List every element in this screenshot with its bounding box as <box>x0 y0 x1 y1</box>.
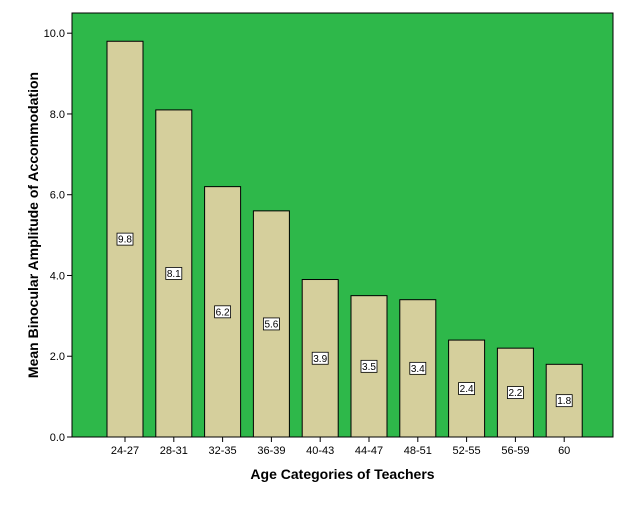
y-tick-label: 10.0 <box>44 28 65 40</box>
y-tick-label: 6.0 <box>50 190 65 202</box>
y-tick-label: 4.0 <box>50 270 65 282</box>
x-tick-label: 36-39 <box>257 445 285 457</box>
x-tick-label: 40-43 <box>306 445 334 457</box>
data-label-text: 2.4 <box>460 384 474 395</box>
data-label-box <box>262 317 280 331</box>
data-label: 3.4 <box>409 361 427 375</box>
data-label-text: 6.2 <box>216 307 230 318</box>
y-tick-label: 8.0 <box>50 109 65 121</box>
x-tick-label: 56-59 <box>501 445 529 457</box>
data-label-box <box>555 394 573 408</box>
x-tick-label: 24-27 <box>111 445 139 457</box>
data-label: 2.2 <box>506 386 524 399</box>
x-tick-label: 48-51 <box>404 445 432 457</box>
data-label-box <box>165 267 183 280</box>
data-label-box <box>214 305 232 319</box>
x-tick-label: 28-31 <box>160 445 188 457</box>
data-label: 5.6 <box>262 317 280 331</box>
data-label-box <box>458 382 476 395</box>
x-tick-label: 44-47 <box>355 445 383 457</box>
data-label: 9.8 <box>116 232 134 246</box>
bar <box>399 299 437 438</box>
data-label-box <box>360 359 378 373</box>
x-tick-label: 52-55 <box>453 445 481 457</box>
x-tick-label: 32-35 <box>209 445 237 457</box>
data-label-box <box>506 386 524 399</box>
data-label-box <box>311 351 329 365</box>
data-label-text: 3.4 <box>411 364 425 375</box>
data-label: 1.8 <box>555 394 573 408</box>
y-axis-ticks: 0.0 2.0 4.0 6.0 8.0 10.0 <box>44 28 72 444</box>
data-label-text: 3.9 <box>313 354 327 365</box>
data-label-box <box>409 361 427 375</box>
data-label: 6.2 <box>214 305 232 319</box>
data-label-text: 9.8 <box>118 235 132 246</box>
data-label-text: 5.6 <box>264 319 278 330</box>
data-label: 2.4 <box>458 382 476 395</box>
data-label-text: 3.5 <box>362 362 376 373</box>
data-label: 3.5 <box>360 359 378 373</box>
x-axis-ticks: 24-27 28-31 32-35 36-39 40-43 44-47 48-51 52-55… <box>111 437 570 457</box>
data-labels-layer: 9.8 8.1 6.2 5.6 3.9 3.5 3.4 2.4 2.2 1.8 <box>116 232 573 408</box>
y-axis-title: Mean Binocular Amplitude of Accommodatio… <box>25 72 41 378</box>
data-label-text: 2.2 <box>508 388 522 399</box>
y-tick-label: 2.0 <box>50 351 65 363</box>
y-tick-label: 0.0 <box>50 432 65 444</box>
data-label: 3.9 <box>311 351 329 365</box>
x-axis-title: Age Categories of Teachers <box>250 466 434 482</box>
data-label-box <box>116 232 134 246</box>
data-label-text: 8.1 <box>167 269 181 280</box>
x-tick-label: 60 <box>558 445 570 457</box>
data-label: 8.1 <box>165 267 183 280</box>
data-label-text: 1.8 <box>557 396 571 407</box>
